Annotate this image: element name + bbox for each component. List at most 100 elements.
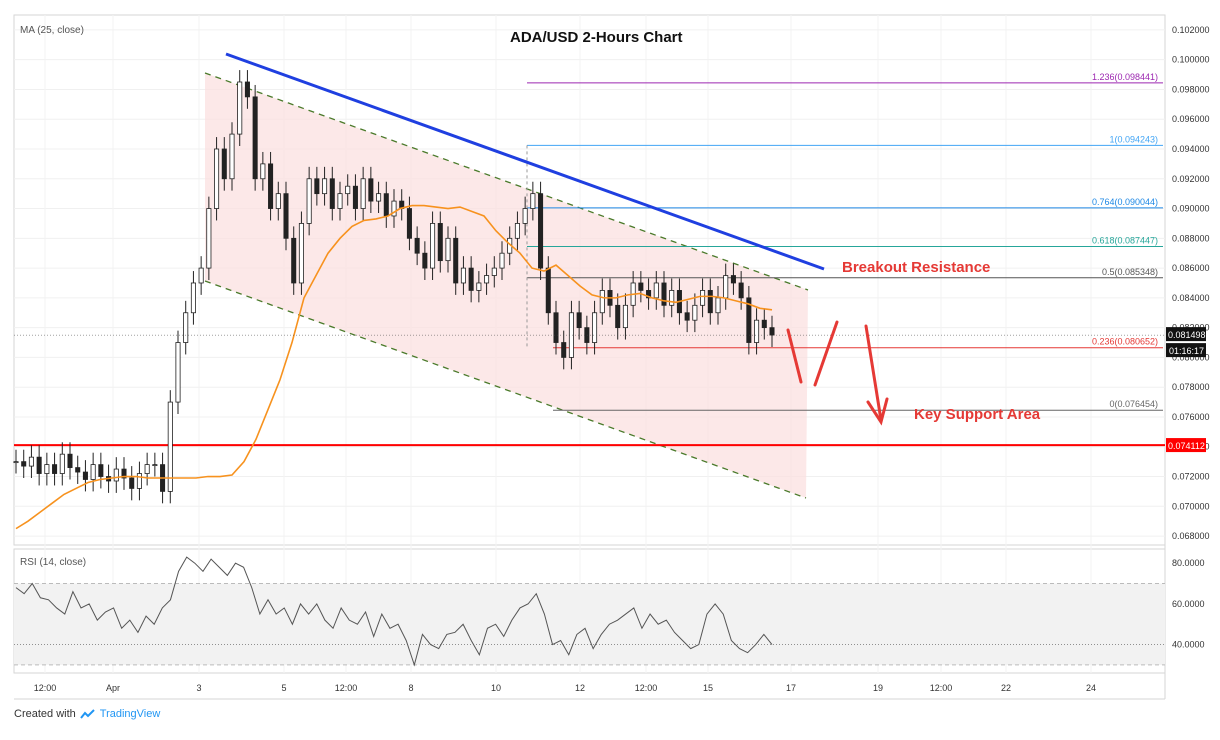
price-tick-label: 0.098000: [1172, 84, 1210, 94]
candle-body: [190, 282, 196, 314]
candle-body: [90, 464, 96, 480]
fib-level-label: 1(0.094243): [1109, 134, 1158, 144]
fib-level-label: 0.764(0.090044): [1092, 197, 1158, 207]
price-tick-label: 0.076000: [1172, 412, 1210, 422]
candle-body: [514, 223, 520, 239]
descending-channel-fill: [205, 73, 808, 498]
candle-body: [198, 267, 204, 284]
time-tick-label: 17: [786, 683, 796, 693]
candle-body: [692, 304, 698, 321]
time-tick-label: 3: [196, 683, 201, 693]
candle-body: [206, 208, 212, 269]
price-tick-label: 0.072000: [1172, 472, 1210, 482]
candle-body: [453, 237, 459, 284]
candle-body: [615, 304, 621, 329]
candle-body: [491, 267, 497, 276]
time-tick-label: 22: [1001, 683, 1011, 693]
candle-body: [252, 96, 258, 180]
candle-body: [592, 312, 598, 343]
candle-body: [437, 223, 443, 262]
footer-brand[interactable]: TradingView: [99, 708, 161, 720]
candle-body: [599, 290, 605, 314]
candle-body: [484, 275, 490, 284]
time-tick-label: Apr: [106, 683, 120, 693]
candle-body: [769, 327, 775, 336]
candle-body: [707, 290, 713, 314]
time-tick-label: 10: [491, 683, 501, 693]
candle-body: [723, 275, 729, 299]
candle-body: [167, 401, 173, 492]
price-tick-label: 0.094000: [1172, 144, 1210, 154]
countdown-tag-bg: [1166, 343, 1206, 358]
arrow-down-2: [864, 324, 883, 422]
chart-title: ADA/USD 2-Hours Chart: [510, 29, 683, 46]
candle-body: [144, 464, 150, 474]
candle-body: [337, 193, 343, 209]
candle-body: [152, 464, 158, 467]
candle-body: [391, 200, 397, 217]
fib-level-label: 1.236(0.098441): [1092, 72, 1158, 82]
time-tick-label: 19: [873, 683, 883, 693]
candle-body: [67, 453, 73, 468]
candle-body: [700, 290, 706, 306]
candle-body: [430, 223, 436, 269]
price-tick-label: 0.068000: [1172, 531, 1210, 541]
candle-body: [368, 178, 374, 202]
time-tick-label: 24: [1086, 683, 1096, 693]
price-tick-label: 0.102000: [1172, 25, 1210, 35]
candle-body: [445, 237, 451, 262]
candle-body: [129, 477, 135, 489]
candle-body: [538, 193, 544, 269]
candle-body: [376, 193, 382, 202]
arrowhead-icon: [866, 397, 889, 426]
candle-body: [36, 456, 42, 474]
candle-body: [468, 267, 474, 291]
candle-body: [646, 290, 652, 299]
channel-upper-line: [204, 72, 809, 291]
candle-body: [661, 282, 667, 306]
candle-body: [229, 133, 235, 180]
candle-body: [715, 297, 721, 314]
key-support-label: Key Support Area: [914, 406, 1041, 423]
candle-body: [82, 471, 88, 480]
candle-body: [422, 252, 428, 269]
candle-body: [21, 461, 27, 467]
arrow-down-1: [786, 328, 803, 384]
candle-body: [669, 290, 675, 306]
candle-body: [545, 267, 551, 314]
candle-body: [75, 467, 81, 473]
candle-body: [268, 163, 274, 209]
candle-body: [499, 252, 505, 269]
candle-body: [684, 312, 690, 321]
price-tick-label: 0.090000: [1172, 204, 1210, 214]
price-tick-label: 0.100000: [1172, 55, 1210, 65]
candle-body: [314, 178, 320, 195]
current-price-tag: 0.081498: [1168, 330, 1206, 340]
breakout-resistance-label: Breakout Resistance: [842, 259, 990, 276]
candle-body: [237, 81, 243, 135]
fib-level-label: 0.5(0.085348): [1102, 267, 1158, 277]
candle-body: [13, 461, 19, 464]
candle-body: [360, 178, 366, 209]
rsi-line: [15, 556, 773, 667]
current-price-tag-bg: [1166, 327, 1206, 342]
candle-body: [576, 312, 582, 329]
price-tick-label: 0.086000: [1172, 263, 1210, 273]
price-tick-label: 0.096000: [1172, 114, 1210, 124]
candle-body: [322, 178, 328, 195]
candle-body: [584, 327, 590, 343]
time-tick-label: 12:00: [34, 683, 57, 693]
price-tick-label: 0.078000: [1172, 382, 1210, 392]
tradingview-logo-icon: [79, 709, 95, 719]
candle-body: [59, 453, 65, 474]
candle-body: [414, 237, 420, 254]
candle-body: [530, 193, 536, 209]
candle-body: [98, 464, 104, 477]
price-tick-label: 0.080000: [1172, 352, 1210, 362]
candle-body: [345, 185, 351, 195]
time-tick-label: 8: [408, 683, 413, 693]
candle-body: [175, 342, 181, 403]
countdown-tag: 01:16:17: [1169, 346, 1204, 356]
time-tick-label: 5: [281, 683, 286, 693]
fib-level-label: 0.236(0.080652): [1092, 337, 1158, 347]
